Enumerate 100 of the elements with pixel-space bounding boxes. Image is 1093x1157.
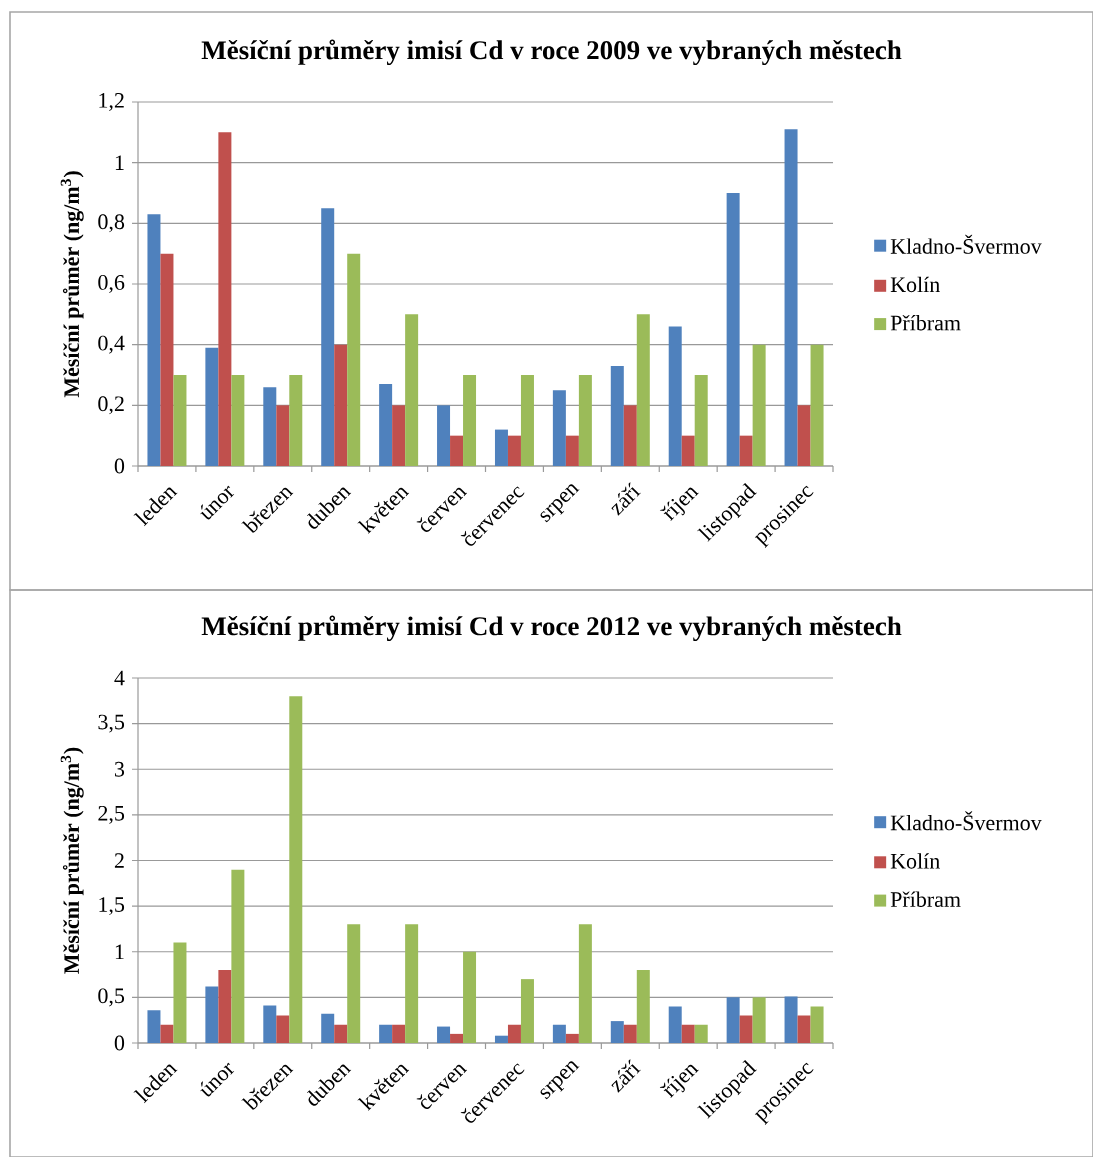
bar — [694, 374, 708, 466]
bar — [797, 1015, 811, 1043]
bar — [347, 253, 361, 466]
bar — [289, 696, 303, 1043]
chart-title: Měsíční průměry imisí Cd v roce 2009 ve vybraných městech — [201, 39, 902, 65]
bar — [218, 970, 232, 1043]
x-tick-label: únor — [200, 1062, 235, 1097]
y-tick-label: 2 — [114, 853, 124, 868]
bar — [668, 1006, 682, 1043]
bar — [623, 1024, 637, 1043]
bar — [263, 1005, 277, 1043]
bar — [610, 365, 624, 466]
y-tick-label: 3 — [115, 761, 125, 777]
y-tick-label: 1 — [115, 155, 124, 170]
bar — [739, 435, 753, 466]
bar — [205, 347, 219, 466]
y-tick-label: 0,5 — [98, 988, 125, 1007]
x-tick-label: únor — [200, 485, 235, 520]
y-tick-label: 3,5 — [98, 714, 125, 733]
bar — [405, 314, 419, 466]
y-tick-label: 0,4 — [98, 335, 125, 354]
bar — [494, 1035, 508, 1043]
bar — [218, 132, 232, 466]
bar — [636, 970, 650, 1043]
bar — [173, 942, 187, 1043]
bar — [784, 129, 798, 466]
bar — [752, 997, 766, 1043]
bar — [334, 344, 348, 466]
bar — [681, 435, 695, 466]
bar — [450, 435, 464, 466]
legend-label: Příbram — [890, 314, 961, 331]
bar — [578, 374, 592, 466]
bar — [507, 1024, 521, 1043]
bar — [578, 924, 592, 1043]
legend-label: Příbram — [890, 891, 961, 907]
legend-label: Kladno-Švermov — [890, 811, 1042, 831]
bar — [321, 1013, 335, 1043]
bar — [752, 344, 766, 466]
x-tick-label: říjen — [659, 487, 699, 521]
y-tick-label: 1 — [115, 944, 124, 960]
bar — [636, 314, 650, 466]
bar — [668, 326, 682, 466]
bar — [623, 405, 637, 466]
y-tick-label: 0 — [114, 1035, 125, 1051]
y-tick-label: 0 — [114, 458, 125, 474]
bar — [437, 405, 451, 466]
y-tick-label: 0,8 — [98, 214, 125, 233]
bar — [334, 1024, 348, 1043]
x-tick-label: říjen — [659, 1064, 699, 1099]
y-tick-label: 1,2 — [99, 93, 124, 111]
bar — [810, 1006, 824, 1043]
bar — [565, 435, 579, 466]
bar — [494, 429, 508, 466]
bar — [205, 986, 219, 1043]
bar — [552, 1024, 566, 1043]
bar — [276, 405, 290, 466]
bar — [463, 374, 477, 466]
bar — [797, 405, 811, 466]
bar — [379, 1024, 393, 1043]
legend-label: Kolín — [890, 853, 940, 869]
bar — [610, 1021, 624, 1043]
bar — [694, 1024, 708, 1043]
y-tick-label: 0,6 — [98, 275, 125, 293]
y-tick-label: 4 — [114, 670, 125, 686]
bar — [321, 208, 335, 466]
bar — [520, 374, 534, 466]
x-tick-label: září — [611, 482, 641, 516]
bar — [565, 1033, 579, 1043]
bar — [379, 384, 393, 466]
bar — [392, 405, 406, 466]
legend-label: Kolín — [890, 276, 940, 293]
bar — [784, 996, 798, 1043]
bar — [173, 374, 187, 466]
bar — [437, 1026, 451, 1043]
bar — [810, 344, 824, 466]
y-tick-label: 2,5 — [98, 805, 125, 824]
chart-title: Měsíční průměry imisí Cd v roce 2012 ve vybraných městech — [201, 615, 902, 641]
bar — [463, 951, 477, 1043]
bar — [507, 435, 521, 466]
bar — [347, 924, 361, 1043]
bar — [160, 253, 174, 466]
bar — [726, 192, 740, 466]
bar — [726, 997, 740, 1043]
bar — [392, 1024, 406, 1043]
bar — [450, 1033, 464, 1043]
y-tick-label: 0,2 — [98, 396, 124, 415]
bar — [739, 1015, 753, 1043]
bar — [231, 374, 245, 466]
x-tick-label: září — [611, 1059, 641, 1093]
y-axis-title: Měsíční průměr (ng/m$^{3}$) — [60, 747, 84, 974]
bar — [263, 387, 277, 466]
y-tick-label: 1,5 — [99, 897, 125, 916]
bar — [405, 924, 419, 1043]
bar — [681, 1024, 695, 1043]
bar — [276, 1015, 290, 1043]
legend-label: Kladno-Švermov — [890, 234, 1042, 254]
bar — [289, 374, 303, 466]
bar — [147, 1010, 161, 1043]
y-axis-title: Měsíční průměr (ng/m$^{3}$) — [60, 171, 84, 398]
bar — [552, 390, 566, 466]
